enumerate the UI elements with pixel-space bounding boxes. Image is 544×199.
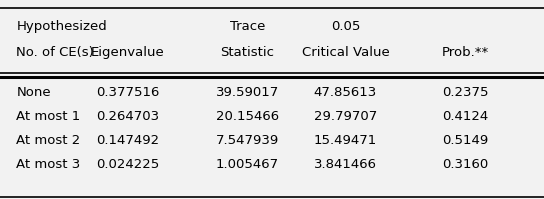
Text: Hypothesized: Hypothesized xyxy=(16,20,107,33)
Text: None: None xyxy=(16,86,51,99)
Text: 29.79707: 29.79707 xyxy=(314,110,377,123)
Text: 3.841466: 3.841466 xyxy=(314,158,377,171)
Text: 0.4124: 0.4124 xyxy=(442,110,489,123)
Text: 0.05: 0.05 xyxy=(331,20,360,33)
Text: Prob.**: Prob.** xyxy=(442,46,489,59)
Text: 0.264703: 0.264703 xyxy=(96,110,159,123)
Text: 39.59017: 39.59017 xyxy=(216,86,279,99)
Text: Eigenvalue: Eigenvalue xyxy=(91,46,165,59)
Text: Critical Value: Critical Value xyxy=(301,46,390,59)
Text: 0.3160: 0.3160 xyxy=(442,158,489,171)
Text: 0.377516: 0.377516 xyxy=(96,86,159,99)
Text: 0.2375: 0.2375 xyxy=(442,86,489,99)
Text: 7.547939: 7.547939 xyxy=(216,134,279,147)
Text: No. of CE(s): No. of CE(s) xyxy=(16,46,94,59)
Text: 47.85613: 47.85613 xyxy=(314,86,377,99)
Text: 20.15466: 20.15466 xyxy=(216,110,279,123)
Text: At most 1: At most 1 xyxy=(16,110,81,123)
Text: At most 3: At most 3 xyxy=(16,158,81,171)
Text: 1.005467: 1.005467 xyxy=(216,158,279,171)
Text: At most 2: At most 2 xyxy=(16,134,81,147)
Text: 0.147492: 0.147492 xyxy=(96,134,159,147)
Text: Statistic: Statistic xyxy=(220,46,275,59)
Text: 0.5149: 0.5149 xyxy=(442,134,489,147)
Text: Trace: Trace xyxy=(230,20,265,33)
Text: 15.49471: 15.49471 xyxy=(314,134,377,147)
Text: 0.024225: 0.024225 xyxy=(96,158,159,171)
